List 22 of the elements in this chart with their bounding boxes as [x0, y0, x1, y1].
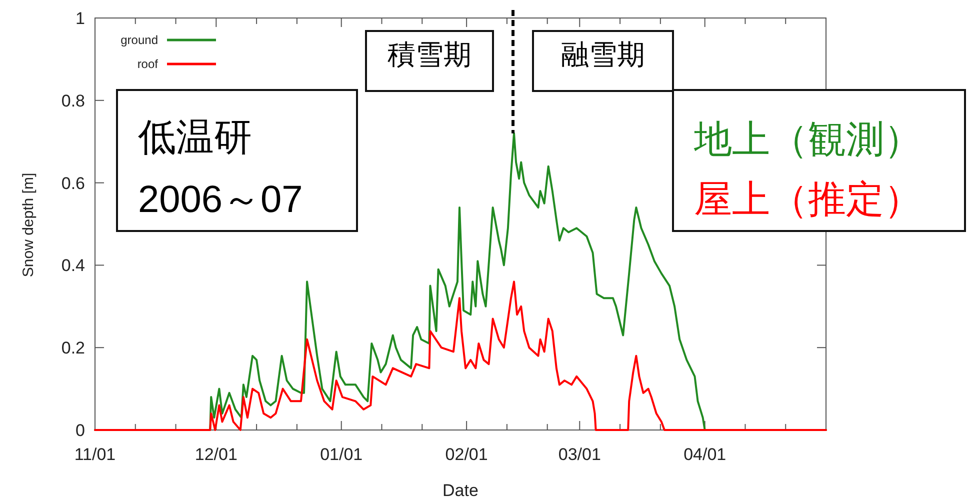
annotation: 地上（観測）	[693, 119, 922, 161]
y-tick-label: 0.6	[61, 174, 85, 193]
y-tick-label: 1	[76, 9, 85, 28]
x-tick-label: 04/01	[684, 445, 726, 464]
x-tick-label: 12/01	[194, 445, 238, 464]
annotation: 低温研 2006～07	[138, 117, 303, 221]
x-tick-label: 01/01	[320, 445, 363, 464]
y-axis-title: Snow depth [m]	[20, 172, 37, 278]
y-tick-label: 0.4	[61, 256, 85, 276]
x-tick-label: 02/01	[445, 445, 488, 464]
y-tick-label: 0	[76, 421, 85, 440]
line-series	[94, 280, 827, 431]
legend-label: ground	[120, 33, 158, 47]
annotation: 積雪期	[388, 39, 472, 70]
legend-label: roof	[137, 57, 159, 71]
x-tick-label: 11/01	[74, 445, 116, 464]
annotation: 融雪期	[561, 39, 645, 70]
x-axis-title: Date	[442, 481, 478, 498]
y-tick-label: 0.2	[61, 338, 85, 358]
y-tick-label: 0.8	[61, 91, 85, 110]
x-tick-label: 03/01	[558, 445, 601, 464]
annotation: 屋上（推定）	[694, 179, 922, 221]
